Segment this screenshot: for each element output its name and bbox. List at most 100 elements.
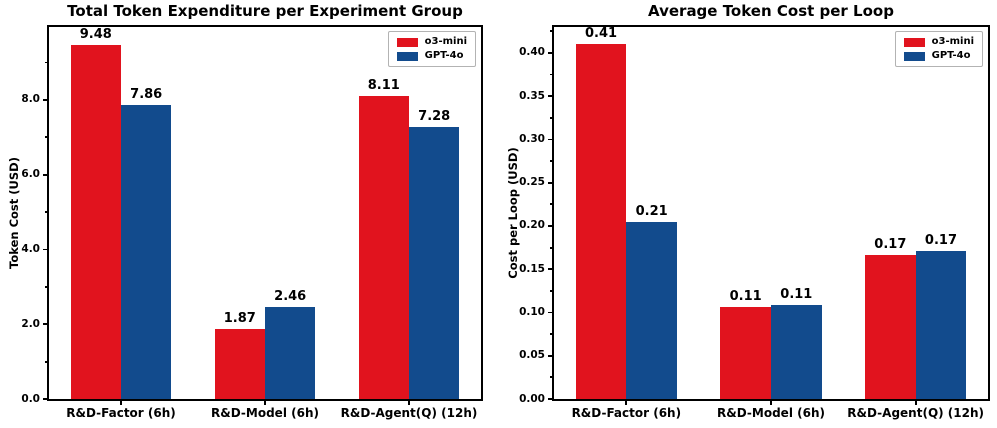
bar-value-label: 0.21: [635, 203, 668, 219]
bar-o3-mini-1: [70, 44, 121, 399]
legend-item-GPT-4o: GPT-4o: [396, 50, 467, 61]
y-tick-mark: [548, 311, 552, 314]
bar-GPT-4o-3: [409, 126, 460, 399]
y-tick-mark: [548, 354, 552, 357]
y-minor-tick-mark: [549, 289, 552, 292]
legend-swatch-icon: [396, 51, 418, 61]
legend-item-GPT-4o: GPT-4o: [903, 50, 974, 61]
y-tick-label: 0.35: [519, 89, 545, 102]
y-tick-label: 0.40: [519, 46, 545, 59]
x-tick-label: R&D-Model (6h): [211, 406, 319, 420]
y-tick-mark: [548, 225, 552, 227]
bar-GPT-4o-1: [626, 221, 677, 399]
y-tick-mark: [548, 138, 552, 141]
y-tick-label: 0.0: [21, 392, 40, 405]
legend-swatch-icon: [903, 37, 925, 47]
legend-label: o3-mini: [424, 36, 467, 47]
bar-value-label: 1.87: [223, 311, 256, 327]
plot-area: 0.00 0.05 0.10 0.15 0.20 0.25 0.30 0.35 0.40 R&D-…: [519, 25, 990, 419]
x-tick-label: R&D-Factor (6h): [66, 406, 176, 420]
y-tick-mark: [548, 398, 552, 400]
bar-GPT-4o-2: [771, 304, 822, 399]
legend-label: GPT-4o: [424, 50, 464, 61]
bar-value-label: 7.86: [130, 87, 163, 103]
y-tick-label: 2.0: [21, 317, 40, 330]
bar-GPT-4o-3: [915, 251, 967, 399]
plot-area: 0.0 2.0 4.0 6.0 8.0 R&D-Factor (6h) 9.48 7.86 R&…: [21, 25, 483, 419]
x-tick-mark: [120, 401, 122, 405]
y-tick-label: 6.0: [21, 168, 40, 181]
legend-item-o3-mini: o3-mini: [396, 36, 467, 47]
y-axis-label: Cost per Loop (USD): [506, 147, 520, 279]
legend-swatch-icon: [396, 37, 418, 47]
y-tick-label: 0.10: [519, 306, 545, 318]
x-tick-mark: [408, 401, 410, 405]
y-axis-label: Token Cost (USD): [7, 157, 21, 269]
y-tick-label: 4.0: [21, 242, 40, 255]
bar-o3-mini-3: [358, 95, 409, 399]
legend-label: o3-mini: [931, 36, 974, 47]
legend-label: GPT-4o: [931, 50, 971, 61]
y-tick-label: 0.15: [519, 262, 545, 275]
y-tick-mark: [43, 99, 47, 101]
bar-o3-mini-2: [720, 307, 771, 399]
y-minor-tick-mark: [44, 136, 47, 139]
x-tick-mark: [914, 401, 917, 405]
bar-o3-mini-1: [575, 44, 627, 399]
y-tick-mark: [43, 173, 47, 176]
x-tick-mark: [264, 401, 266, 405]
x-tick-label: R&D-Agent(Q) (12h): [340, 406, 478, 420]
y-minor-tick-mark: [549, 73, 552, 76]
x-tick-mark: [770, 401, 772, 405]
y-minor-tick-mark: [44, 211, 47, 213]
y-tick-label: 0.25: [519, 176, 545, 189]
bar-o3-mini-3: [865, 255, 916, 399]
bar-value-label: 0.17: [874, 237, 907, 253]
y-minor-tick-mark: [549, 203, 552, 206]
legend: o3-mini GPT-4o: [387, 31, 476, 67]
y-minor-tick-mark: [549, 30, 552, 33]
x-tick-label: R&D-Factor (6h): [571, 406, 682, 420]
bar-value-label: 7.28: [418, 108, 451, 124]
y-tick-label: 0.20: [519, 219, 545, 232]
bar-value-label: 2.46: [274, 289, 307, 305]
bar-value-label: 0.41: [584, 26, 618, 42]
y-minor-tick-mark: [44, 360, 47, 363]
y-tick-label: 8.0: [21, 93, 40, 106]
legend-item-o3-mini: o3-mini: [903, 36, 974, 47]
x-tick-mark: [625, 401, 628, 405]
y-tick-mark: [548, 268, 552, 271]
y-tick-mark: [43, 248, 47, 251]
y-tick-mark: [548, 181, 552, 184]
y-minor-tick-mark: [549, 160, 552, 162]
y-minor-tick-mark: [549, 116, 552, 119]
bar-GPT-4o-2: [265, 307, 316, 399]
y-tick-mark: [548, 52, 552, 54]
y-minor-tick-mark: [44, 61, 47, 64]
bar-value-label: 0.17: [924, 233, 958, 249]
y-minor-tick-mark: [549, 376, 552, 379]
y-tick-mark: [43, 323, 47, 326]
legend: o3-mini GPT-4o: [894, 31, 983, 67]
x-tick-label: R&D-Model (6h): [717, 406, 825, 420]
y-minor-tick-mark: [549, 246, 552, 249]
chart-total-token-expenditure: Total Token Expenditure per Experiment G…: [0, 0, 498, 428]
y-minor-tick-mark: [549, 333, 552, 336]
bar-o3-mini-2: [214, 329, 265, 399]
y-tick-label: 0.05: [519, 349, 545, 362]
bar-value-label: 0.11: [729, 289, 762, 305]
y-tick-mark: [43, 398, 47, 400]
bar-value-label: 9.48: [79, 26, 112, 42]
bar-GPT-4o-1: [121, 105, 172, 399]
chart-title: Average Token Cost per Loop: [648, 2, 894, 20]
bar-value-label: 0.11: [780, 286, 813, 302]
chart-average-cost-per-loop: Average Token Cost per Loop Cost per Loo…: [498, 0, 997, 428]
legend-swatch-icon: [903, 51, 925, 61]
y-tick-label: 0.00: [519, 392, 545, 405]
y-tick-mark: [548, 95, 552, 98]
y-tick-label: 0.30: [519, 132, 545, 145]
bar-value-label: 8.11: [367, 77, 400, 93]
y-minor-tick-mark: [44, 285, 47, 288]
chart-title: Total Token Expenditure per Experiment G…: [67, 2, 463, 20]
